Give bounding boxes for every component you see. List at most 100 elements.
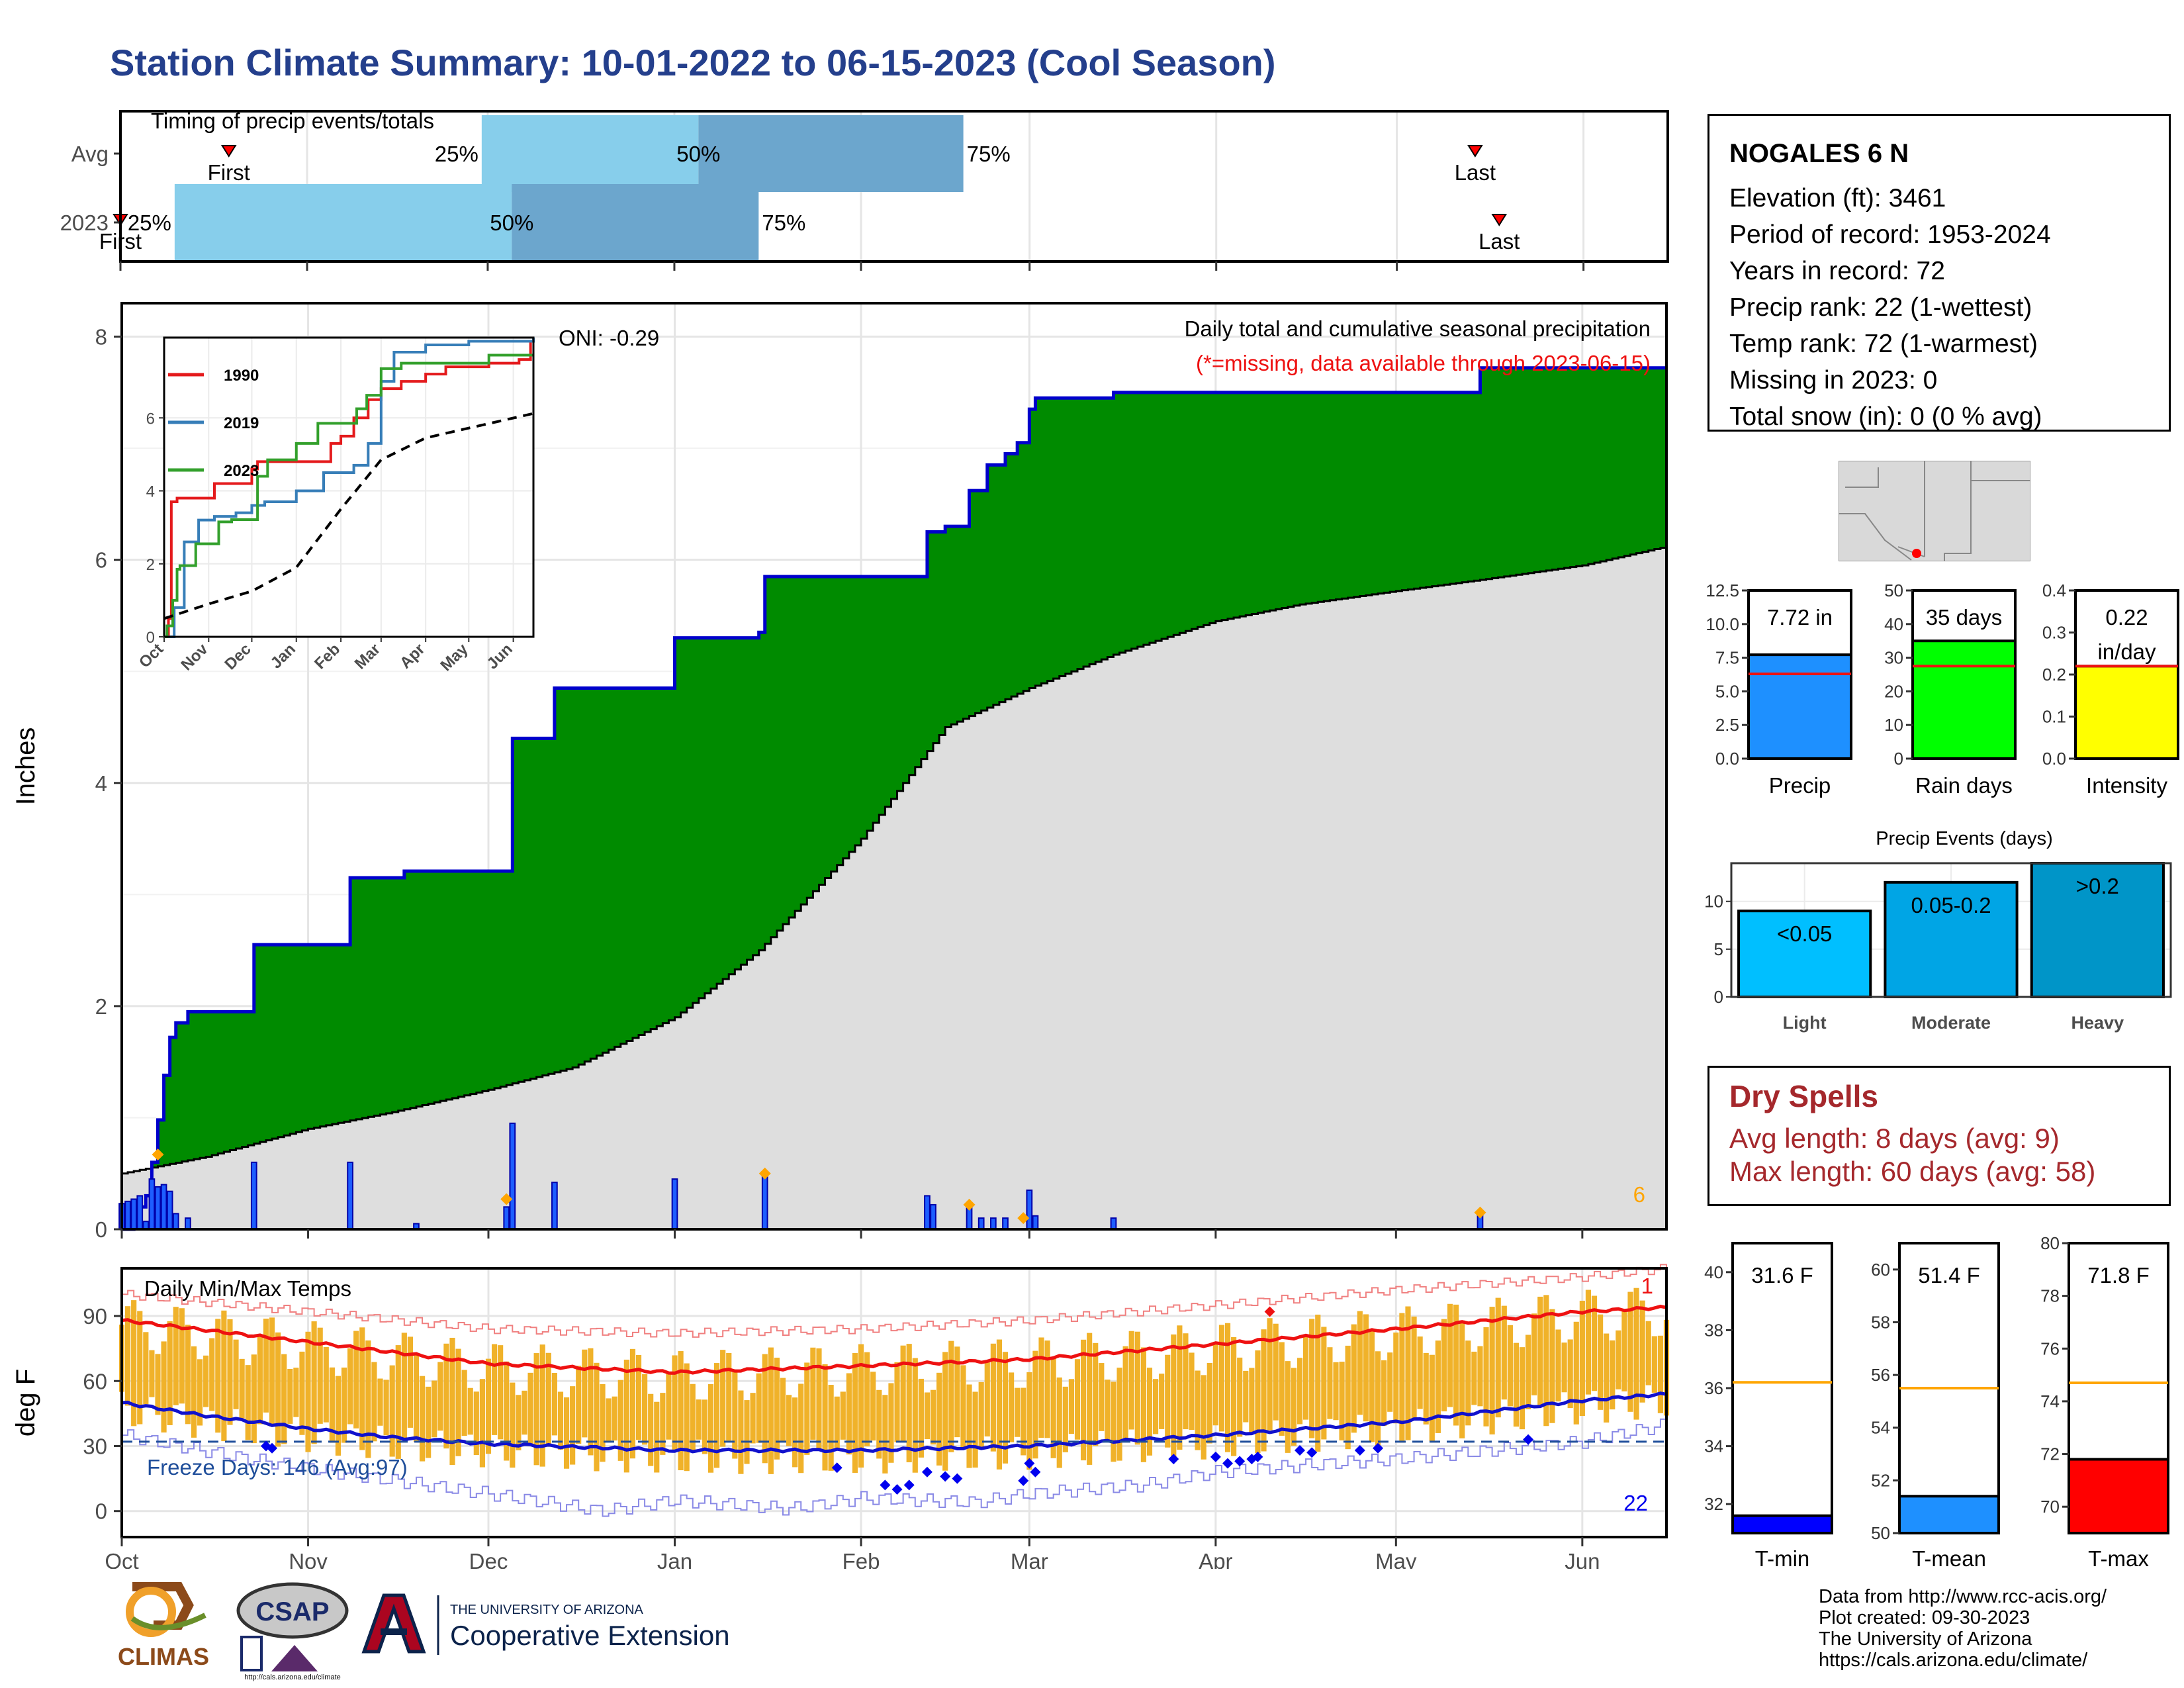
record-max-line [122,1264,1667,1338]
station-temp-rank: Temp rank: 72 (1-warmest) [1729,330,2038,358]
daily-temp-bar [1122,1346,1128,1440]
tstat-panel-name: T-min [1755,1546,1810,1571]
daily-temp-bar [365,1340,371,1458]
stat-value-bar [1747,653,1852,761]
daily-temp-bar [1116,1368,1122,1461]
events-title: Precip Events (days) [1876,828,2053,849]
temp-xtick-label: Jan [657,1549,692,1569]
daily-temp-bar [654,1401,660,1473]
daily-temp-bar [768,1347,774,1474]
daily-precip-bar [148,1178,156,1231]
dry-spells-box: Dry Spells Avg length: 8 days (avg: 9) M… [1707,1066,2171,1206]
daily-temp-bar [419,1376,426,1462]
daily-temp-bar [684,1363,690,1472]
daily-temp-bar [1297,1358,1303,1425]
credit-data-source: Data from http://www.rcc-acis.org/ [1819,1586,2107,1607]
daily-temp-bar [287,1368,293,1424]
daily-temp-bar [1165,1354,1171,1448]
daily-temp-bar [1315,1314,1321,1452]
daily-temp-bar [570,1386,576,1465]
daily-temp-bar [1255,1350,1261,1454]
daily-temp-bar [888,1383,894,1463]
daily-temp-bar [1375,1351,1381,1446]
daily-temp-bar [972,1391,978,1468]
daily-temp-bar [1387,1352,1393,1412]
daily-temp-bar [1134,1331,1140,1445]
daily-temp-bar [1333,1362,1339,1421]
stat-panel-name: Intensity [2086,773,2167,798]
tstat-ytick-label: 38 [1704,1320,1723,1340]
record-temp-marker [831,1462,842,1474]
daily-temp-bar [678,1351,684,1471]
daily-temp-bar [924,1392,931,1440]
daily-temp-bar [756,1373,762,1443]
inset-ytick-label: 0 [146,629,155,647]
daily-temp-bar [1399,1313,1405,1443]
credit-university: The University of Arizona [1819,1628,2032,1650]
daily-temp-bar [1249,1368,1255,1434]
inset-ytick-label: 6 [146,410,155,428]
inset-xtick-label: May [437,640,472,675]
daily-temp-bar [395,1345,401,1459]
daily-temp-bar [1429,1354,1435,1441]
daily-temp-bar [1201,1375,1206,1460]
daily-temp-bar [1152,1379,1159,1434]
daily-temp-bar [1525,1335,1531,1409]
station-missing: Missing in 2023: 0 [1729,366,1938,395]
daily-temp-bar [1585,1289,1592,1395]
precip-corner-label: 6 [1633,1182,1645,1207]
daily-temp-bar [533,1353,539,1466]
record-temp-marker [1373,1442,1384,1454]
daily-temp-bar [732,1370,738,1459]
credits: Data from http://www.rcc-acis.org/ Plot … [1819,1586,2107,1671]
temp-xtick-label: May [1375,1549,1417,1569]
stat-ytick-label: 40 [1884,614,1903,634]
timing-bar-50-75 [698,115,964,192]
temp-xtick-label: Dec [469,1549,508,1569]
inset-series-line [164,338,535,638]
inset-series-line [164,353,533,638]
inset-frame [163,336,535,638]
temp-ytick-label: 30 [83,1434,107,1458]
stat-ytick-label: 10 [1884,715,1903,735]
tstat-panel-name: T-mean [1912,1546,1986,1571]
event-category-label: Heavy [2071,1013,2124,1033]
daily-temp-bar [576,1366,582,1444]
arizona-map-icon [1839,461,2030,561]
daily-temp-bar [131,1300,137,1427]
daily-temp-bar [1627,1291,1633,1412]
inset-series-line [163,412,534,620]
event-marker [1474,1206,1486,1219]
daily-temp-bar [167,1321,173,1425]
daily-temp-bar [347,1348,353,1425]
daily-temp-bar [1567,1339,1573,1409]
daily-temp-bar [1285,1361,1291,1453]
tstat-ytick-label: 58 [1871,1312,1890,1332]
ua-logo-top-text: THE UNIVERSITY OF ARIZONA [450,1603,644,1617]
inset-ytick-label: 2 [146,556,155,574]
daily-temp-bar [1189,1352,1195,1430]
daily-temp-bar [563,1397,570,1469]
daily-temp-bar [1303,1336,1309,1420]
events-ytick-label: 10 [1704,892,1723,912]
daily-temp-bar [1243,1370,1249,1423]
tstat-value-bar [1731,1514,1833,1535]
daily-temp-bar [527,1372,533,1444]
daily-temp-bar [798,1383,804,1474]
daily-temp-bar [774,1357,780,1460]
daily-temp-bar [359,1327,365,1450]
daily-temp-bar [491,1344,498,1435]
daily-temp-bar [545,1352,551,1447]
temp-xtick-label: Mar [1011,1549,1048,1569]
daily-temp-bar [822,1364,828,1471]
daily-temp-bar [1032,1350,1038,1459]
timing-bar-25-50 [174,184,512,261]
timing-bar-50-75 [512,184,759,261]
daily-temp-bar [1309,1319,1315,1438]
daily-temp-bar [1146,1368,1153,1456]
daily-temp-bar [834,1396,840,1451]
average-cumulative-line [122,546,1668,1175]
precip-frame [120,302,1668,1231]
event-marker [963,1198,976,1211]
daily-precip-bar [503,1206,510,1231]
